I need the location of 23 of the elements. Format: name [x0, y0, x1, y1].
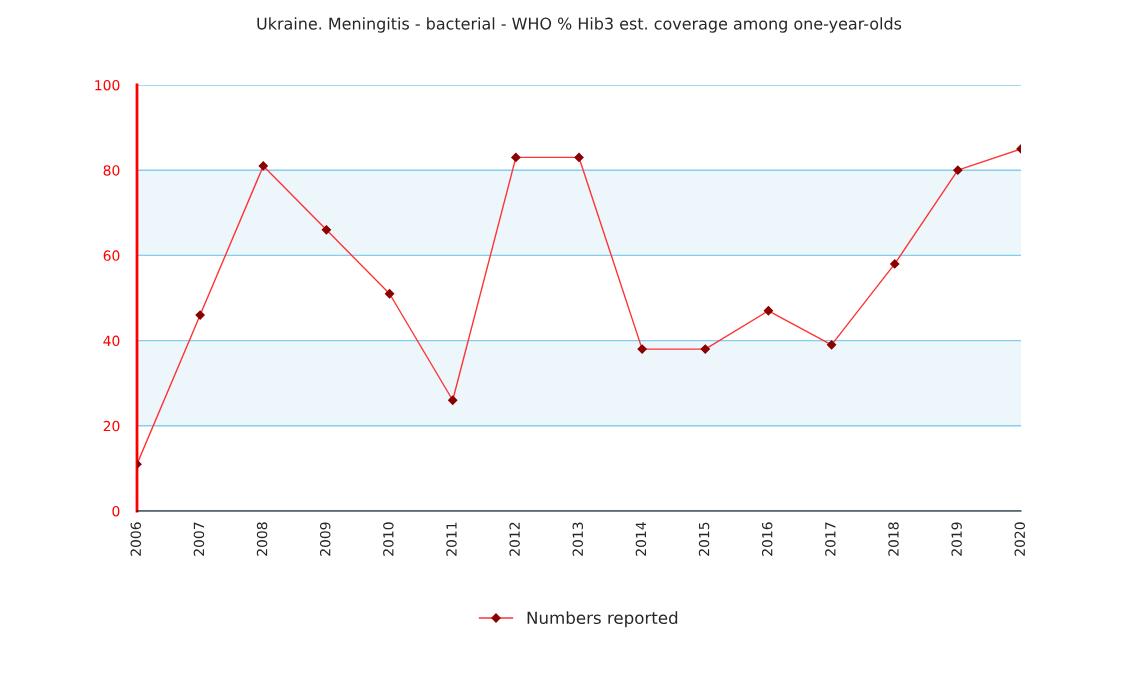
x-tick-label: 2006 [130, 522, 142, 556]
x-tick-label: 2010 [383, 522, 394, 556]
y-tick-label: 40 [103, 335, 120, 347]
chart-title: Ukraine. Meningitis - bacterial - WHO % Hib3 est. coverage among one-year-olds [257, 17, 902, 33]
x-tick-label: 2019 [951, 522, 962, 556]
x-tick-label: 2007 [193, 522, 205, 556]
y-tick-label: 20 [103, 420, 120, 432]
x-tick-label: 2020 [1014, 522, 1026, 556]
x-tick-label: 2008 [256, 522, 268, 556]
y-tick-label: 100 [95, 79, 120, 91]
x-tick-label: 2016 [761, 522, 773, 556]
legend-label: Numbers reported [527, 611, 678, 628]
x-tick-label: 2015 [698, 522, 710, 556]
x-tick-label: 2012 [509, 522, 520, 556]
y-tick-label: 0 [112, 505, 120, 517]
x-tick-label: 2011 [446, 522, 457, 556]
x-tick-label: 2017 [825, 522, 836, 556]
x-tick-label: 2018 [888, 522, 899, 556]
y-tick-label: 60 [103, 250, 120, 261]
y-tick-label: 80 [103, 165, 120, 176]
x-tick-label: 2014 [635, 522, 647, 556]
x-tick-label: 2013 [572, 522, 584, 556]
x-tick-label: 2009 [319, 522, 331, 556]
